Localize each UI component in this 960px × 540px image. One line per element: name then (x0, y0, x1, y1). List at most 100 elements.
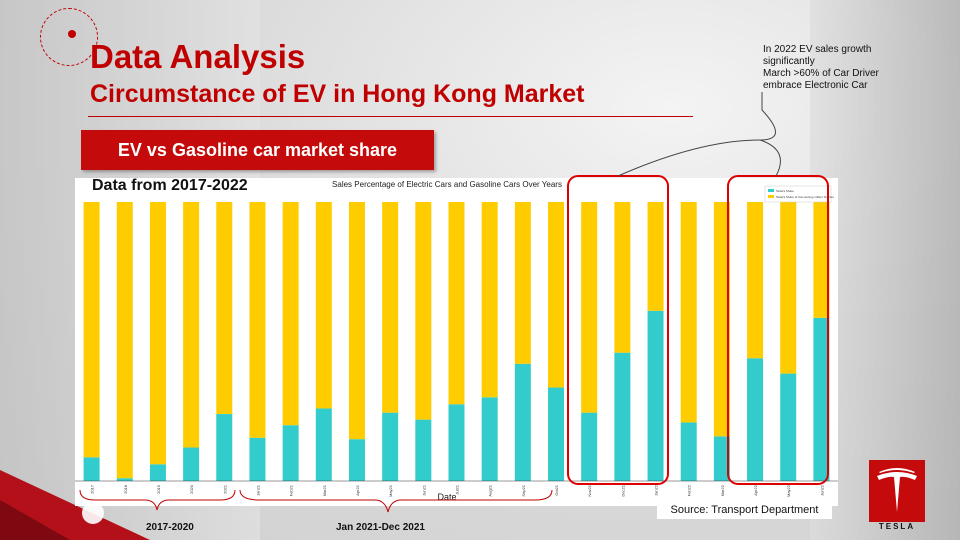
bar-ev (747, 358, 764, 481)
source-label: Source: Transport Department (657, 501, 832, 519)
bar-ev (647, 310, 664, 481)
section-banner: EV vs Gasoline car market share (81, 130, 434, 170)
x-tick-label: Mar22 (720, 484, 725, 496)
bar-ev (548, 387, 565, 481)
x-tick-label: 2019 (156, 484, 161, 494)
bar-gasoline (282, 202, 299, 426)
callout-line-right (759, 139, 781, 177)
note-line: significantly (763, 56, 815, 67)
bar-ev (813, 317, 830, 481)
data-range-label: Data from 2017-2022 (92, 177, 248, 194)
legend-box (764, 185, 832, 203)
tesla-logo (869, 460, 925, 522)
bar-gasoline (713, 202, 730, 437)
brand-wordmark: TESLA (878, 522, 916, 531)
x-tick-label: 2020 (189, 484, 194, 494)
x-tick-label: 2018 (123, 484, 128, 494)
bar-chart: Sales Percentage of Electric Cars and Ga… (75, 178, 838, 506)
bar-gasoline (382, 202, 399, 413)
bar-ev (514, 363, 531, 481)
annotation-note: In 2022 EV sales growth significantly Ma… (763, 44, 933, 92)
tesla-t-icon (877, 468, 917, 512)
x-tick-label: Jul21 (455, 484, 460, 494)
bar-ev (481, 397, 498, 481)
bar-gasoline (216, 202, 233, 415)
bar-ev (780, 373, 797, 481)
x-tick-label: Dec21 (620, 484, 625, 496)
decorative-dashed-circle (40, 8, 98, 66)
bar-ev (183, 447, 200, 481)
legend-swatch-ev (768, 189, 774, 192)
bar-gasoline (315, 202, 332, 409)
legend-label-ev: Tesla's Share (776, 189, 794, 193)
bar-ev (448, 404, 465, 481)
note-line: embrace Electronic Car (763, 80, 868, 91)
bar-gasoline (813, 202, 830, 318)
x-tick-label: Feb21 (289, 484, 294, 496)
bar-ev (282, 425, 299, 481)
x-tick-label: Oct21 (554, 484, 559, 495)
bar-gasoline (680, 202, 697, 423)
note-line: March >60% of Car Driver (763, 68, 879, 79)
corner-decoration-dark (0, 500, 70, 540)
x-tick-label: Jun21 (421, 484, 426, 496)
highlight-box-2022 (727, 175, 829, 485)
title-underline (88, 116, 693, 117)
bar-ev (149, 464, 166, 481)
decorative-dot (68, 30, 76, 38)
bar-gasoline (481, 202, 498, 398)
x-tick-label: May21 (388, 484, 393, 497)
bracket-right (239, 489, 553, 513)
bar-ev (348, 439, 365, 481)
bar-gasoline (514, 202, 531, 364)
bar-gasoline (581, 202, 598, 413)
bar-gasoline (780, 202, 797, 374)
bar-gasoline (548, 202, 565, 388)
bar-ev (216, 414, 233, 481)
decorative-white-dot (82, 502, 104, 524)
x-tick-label: Apr22 (753, 484, 758, 495)
callout-line (617, 92, 776, 177)
x-tick-label: May22 (786, 484, 791, 497)
bar-gasoline (747, 202, 764, 359)
chart-title: Sales Percentage of Electric Cars and Ga… (332, 180, 562, 189)
bar-gasoline (614, 202, 631, 353)
bar-gasoline (348, 202, 365, 440)
bar-gasoline (116, 202, 133, 479)
bracket-label-2017-2020: 2017-2020 (146, 522, 194, 533)
x-tick-label: Jun22 (819, 484, 824, 496)
x-tick-label: 2017 (90, 484, 95, 494)
bar-ev (680, 422, 697, 481)
highlight-box-2021 (567, 175, 669, 485)
x-tick-label: Sep21 (521, 484, 526, 496)
x-tick-label: Feb22 (687, 484, 692, 496)
bar-ev (83, 457, 100, 481)
bar-gasoline (183, 202, 200, 448)
bar-ev (382, 412, 399, 481)
bar-ev (713, 436, 730, 481)
bar-ev (415, 419, 432, 481)
bar-gasoline (149, 202, 166, 465)
bar-ev (581, 412, 598, 481)
legend-swatch-gasoline (768, 195, 774, 198)
x-tick-label: Nov21 (587, 484, 592, 496)
bar-ev (315, 408, 332, 481)
page-subtitle: Circumstance of EV in Hong Kong Market (90, 80, 585, 108)
bar-ev (116, 478, 133, 481)
bar-gasoline (647, 202, 664, 311)
note-line: In 2022 EV sales growth (763, 44, 872, 55)
bar-ev (614, 352, 631, 481)
bar-gasoline (83, 202, 100, 458)
x-tick-label: Jan22 (654, 484, 659, 496)
bar-ev (249, 437, 266, 481)
bracket-label-2021: Jan 2021-Dec 2021 (336, 522, 425, 533)
x-tick-label: Apr21 (355, 484, 360, 495)
page-title: Data Analysis (90, 38, 306, 75)
x-tick-label: Mar21 (322, 484, 327, 496)
x-axis-label: Date (437, 492, 456, 502)
x-tick-label: Jan21 (255, 484, 260, 496)
x-tick-label: Aug21 (488, 484, 493, 496)
x-tick-label: 2021 (222, 484, 227, 494)
bar-gasoline (249, 202, 266, 438)
